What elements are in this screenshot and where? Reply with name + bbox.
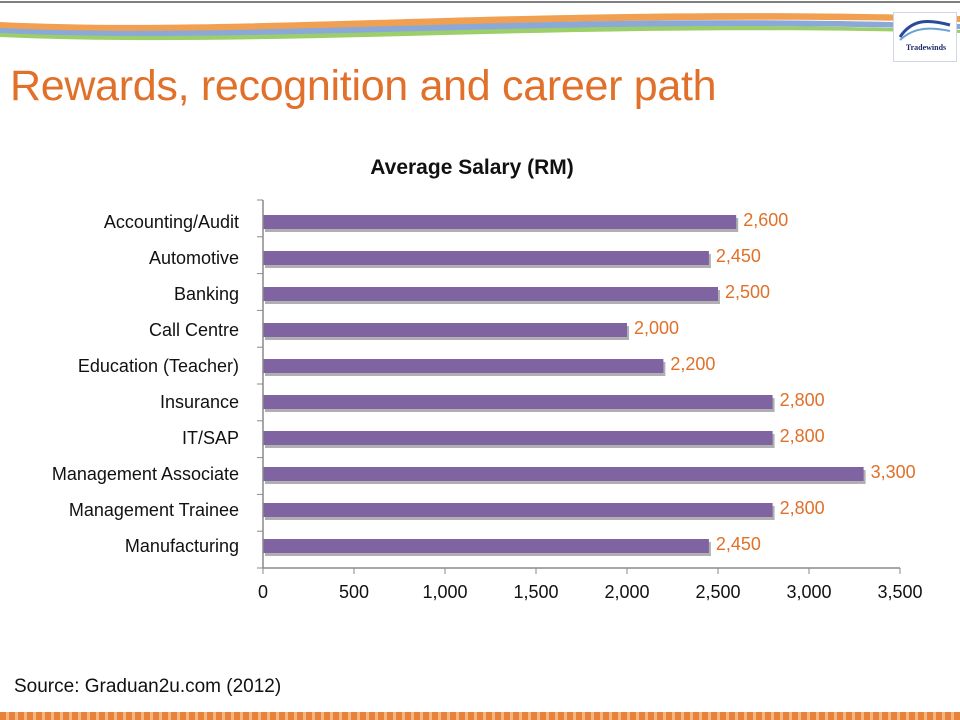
axes [257, 199, 901, 574]
bar [263, 359, 664, 373]
bars [263, 215, 866, 556]
data-label: 2,800 [780, 498, 825, 518]
x-tick-label: 1,500 [513, 582, 558, 602]
source-note: Source: Graduan2u.com (2012) [14, 676, 282, 697]
logo-text: Tradewinds [905, 43, 947, 52]
company-logo: Tradewinds [893, 12, 957, 62]
data-label: 2,450 [716, 534, 761, 554]
category-label: Banking [174, 284, 239, 304]
data-label: 2,200 [670, 354, 715, 374]
header-swoosh-decoration [0, 1, 960, 41]
x-tick-label: 2,000 [604, 582, 649, 602]
bar [263, 395, 773, 409]
data-label: 2,450 [716, 246, 761, 266]
data-label: 2,800 [780, 390, 825, 410]
swoosh-orange [0, 13, 960, 33]
data-label: 2,000 [634, 318, 679, 338]
x-tick-label: 0 [258, 582, 268, 602]
data-label: 2,800 [780, 426, 825, 446]
bar [263, 323, 627, 337]
slide-title: Rewards, recognition and career path [10, 62, 717, 110]
x-tick-label: 2,500 [695, 582, 740, 602]
footer-decoration [0, 712, 960, 720]
data-label: 2,500 [725, 282, 770, 302]
bar [263, 431, 773, 445]
bar [263, 467, 864, 481]
chart-title: Average Salary (RM) [370, 156, 574, 179]
category-label: Manufacturing [125, 536, 239, 556]
x-tick-labels: 0 500 1,000 1,500 2,000 2,500 3,000 3,500 [258, 582, 923, 602]
data-label: 3,300 [871, 462, 916, 482]
swoosh-blue [0, 20, 960, 38]
x-tick-label: 500 [339, 582, 369, 602]
category-label: Insurance [160, 392, 239, 412]
bar-chart: Accounting/Audit Automotive Banking Call Ce… [52, 199, 923, 602]
data-labels: 2,600 2,450 2,500 2,000 2,200 2,800 2,800 3,300… [634, 210, 916, 554]
bar [263, 287, 718, 301]
bar [263, 503, 773, 517]
bar [263, 251, 709, 265]
category-labels: Accounting/Audit Automotive Banking Call Ce… [52, 212, 239, 556]
x-tick-label: 3,000 [786, 582, 831, 602]
category-label: Accounting/Audit [104, 212, 239, 232]
data-label: 2,600 [743, 210, 788, 230]
category-label: Education (Teacher) [78, 356, 239, 376]
bar [263, 539, 709, 553]
category-label: IT/SAP [182, 428, 239, 448]
category-label: Management Associate [52, 464, 239, 484]
bar [263, 215, 737, 229]
x-tick-label: 1,000 [422, 582, 467, 602]
swoosh-green [0, 26, 960, 41]
category-label: Automotive [149, 248, 239, 268]
category-label: Call Centre [149, 320, 239, 340]
category-label: Management Trainee [69, 500, 239, 520]
logo-wave-icon [898, 19, 951, 41]
x-tick-label: 3,500 [877, 582, 922, 602]
